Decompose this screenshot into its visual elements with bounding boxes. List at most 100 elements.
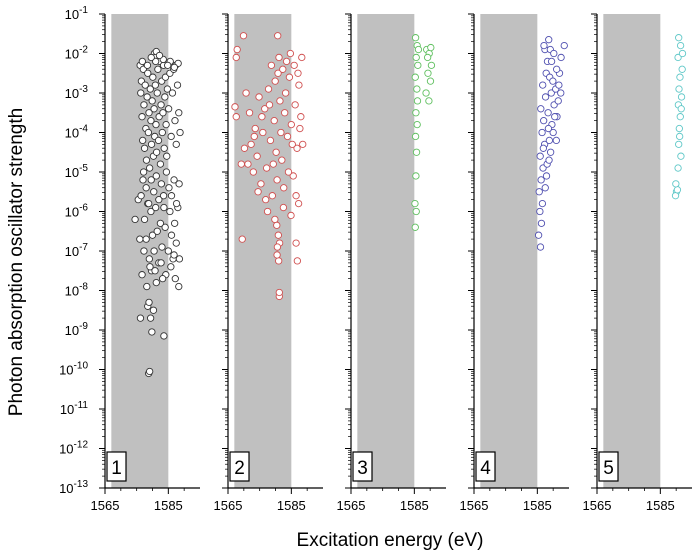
data-point [142, 184, 150, 192]
data-point [263, 207, 272, 216]
data-point [545, 156, 553, 164]
data-point [142, 235, 150, 243]
data-point [547, 57, 556, 66]
data-point [677, 93, 686, 101]
data-point [163, 152, 171, 160]
data-point [281, 89, 290, 97]
data-point [549, 77, 557, 85]
data-point [165, 184, 173, 192]
x-tick-label: 1585 [277, 498, 306, 513]
data-point [534, 231, 543, 239]
data-point [413, 97, 422, 105]
data-point [535, 188, 543, 196]
data-point [272, 148, 280, 156]
x-tick-label: 1565 [460, 498, 489, 513]
data-point [172, 140, 180, 149]
data-point [147, 176, 155, 184]
data-point [149, 73, 157, 81]
data-point [273, 243, 282, 251]
data-point [547, 89, 555, 97]
x-tick-label: 1565 [583, 498, 612, 513]
data-point [175, 180, 183, 188]
data-point [262, 195, 270, 204]
data-point [148, 328, 156, 336]
y-tick-label: 10-8 [65, 282, 89, 299]
data-point [164, 105, 173, 113]
data-point [171, 219, 179, 228]
data-point [176, 128, 184, 137]
data-point [560, 41, 568, 50]
data-point [144, 128, 153, 137]
data-point [160, 144, 168, 152]
data-point [275, 288, 283, 297]
data-point [232, 53, 240, 62]
data-point [411, 132, 420, 141]
data-point [271, 215, 279, 224]
data-point [172, 239, 180, 247]
data-point [238, 235, 246, 243]
data-point [427, 61, 436, 69]
data-point [145, 298, 153, 306]
y-tick-label: 10-1 [65, 5, 89, 22]
data-point [536, 152, 544, 160]
panel-1: 1565 1585 1 [91, 13, 200, 513]
data-point [426, 77, 435, 85]
data-point [411, 223, 419, 231]
data-point [299, 140, 307, 149]
data-point [273, 251, 281, 259]
data-point [414, 61, 422, 69]
data-point [160, 203, 168, 212]
data-point [245, 109, 254, 117]
data-point [294, 69, 302, 77]
data-point [269, 160, 277, 168]
data-point [145, 199, 153, 208]
data-point [158, 274, 167, 283]
data-point [677, 152, 685, 160]
shaded-band [234, 14, 292, 488]
data-point [145, 164, 154, 172]
data-point [152, 57, 160, 66]
data-point [540, 41, 548, 50]
data-point [277, 128, 285, 137]
data-point [287, 120, 295, 129]
data-point [291, 101, 299, 109]
data-point [541, 184, 549, 192]
data-point [424, 69, 432, 77]
data-point [140, 101, 148, 109]
data-point [294, 199, 303, 208]
data-point [293, 144, 301, 152]
data-point [537, 176, 545, 184]
data-point [290, 61, 298, 69]
shaded-band [111, 14, 169, 488]
data-point [173, 81, 182, 89]
data-point [412, 148, 421, 156]
data-point [175, 109, 183, 117]
data-point [678, 49, 687, 58]
data-point [160, 332, 168, 340]
data-point [147, 140, 156, 149]
data-point [536, 207, 544, 216]
shaded-band [603, 14, 661, 488]
y-tick-label: 10-3 [65, 84, 89, 101]
data-point [296, 124, 304, 133]
data-point [142, 156, 151, 164]
data-point [136, 314, 145, 322]
data-point [295, 81, 303, 89]
x-tick-label: 1565 [337, 498, 366, 513]
data-point [672, 180, 680, 188]
data-point [544, 124, 553, 133]
data-point [255, 93, 263, 101]
data-point [284, 168, 293, 176]
data-point [162, 168, 171, 176]
data-point [148, 231, 157, 239]
data-point [411, 73, 419, 81]
data-point [156, 160, 165, 168]
data-point [152, 148, 161, 156]
data-point [292, 192, 300, 200]
panel-3: 1565 1585 3 [337, 13, 446, 513]
data-point [676, 113, 684, 121]
panel-label: 2 [234, 458, 245, 479]
data-point [162, 120, 170, 129]
data-point [552, 136, 560, 145]
